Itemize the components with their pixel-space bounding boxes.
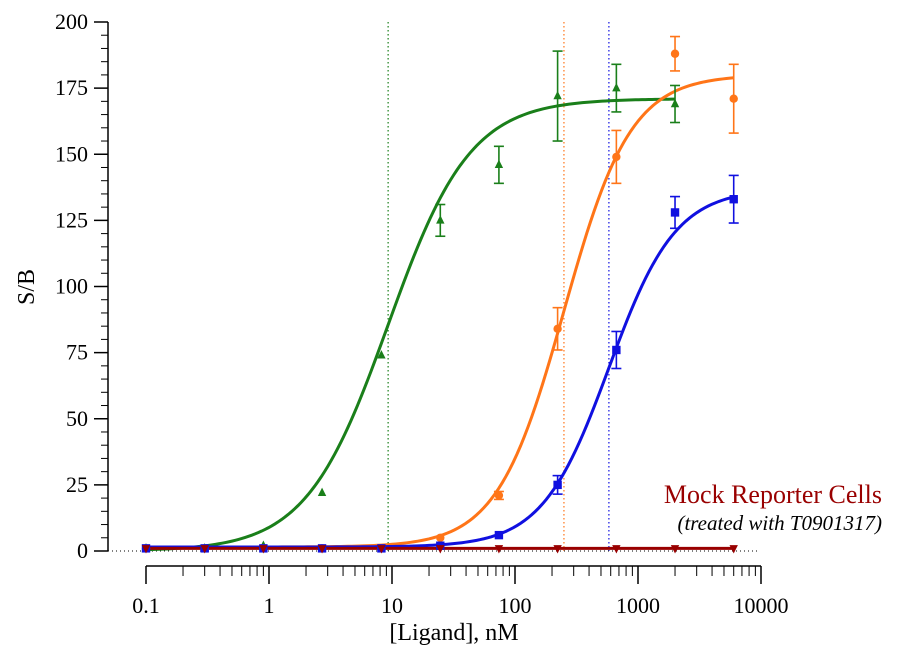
ec50-reference-lines <box>387 22 610 551</box>
data-point <box>670 98 680 108</box>
y-tick-label: 50 <box>66 406 88 431</box>
data-point <box>317 545 327 554</box>
x-axis-title: [Ligand], nM <box>389 620 518 646</box>
y-tick-label: 0 <box>77 538 88 563</box>
x-tick-label: 1 <box>264 593 275 618</box>
x-ticks: 0.1 1 10 100 1000 10000 <box>132 566 789 618</box>
x-tick-label: 0.1 <box>132 593 160 618</box>
data-point <box>259 545 268 554</box>
y-tick-label: 150 <box>55 141 88 166</box>
y-axis-title: S/B <box>14 269 40 305</box>
data-point <box>377 350 386 359</box>
y-tick-label: 75 <box>66 340 88 365</box>
data-point <box>436 215 445 224</box>
fit-curves <box>145 76 735 552</box>
data-point <box>612 152 621 162</box>
data-point <box>436 533 445 542</box>
x-tick-label: 10 <box>381 593 403 618</box>
error-bars <box>435 35 739 501</box>
data-point <box>553 545 562 554</box>
data-point <box>200 545 209 554</box>
data-point <box>729 195 738 204</box>
data-point <box>670 49 680 58</box>
y-tick-label: 175 <box>55 75 88 100</box>
data-point <box>729 545 738 554</box>
data-point <box>494 530 504 540</box>
data-point <box>436 545 445 554</box>
data-point <box>553 324 562 334</box>
fit-curve <box>146 195 735 549</box>
x-tick-label: 1000 <box>616 593 660 618</box>
data-point <box>612 545 621 554</box>
mock-annotation-title: Mock Reporter Cells <box>664 480 882 509</box>
data-points <box>141 49 738 554</box>
data-point <box>612 82 621 92</box>
y-ticks: 0 25 50 75 100 125 150 175 200 <box>55 9 108 563</box>
mock-annotation-subtitle: (treated with T0901317) <box>677 511 882 535</box>
data-point <box>670 545 680 554</box>
y-tick-label: 200 <box>55 9 88 34</box>
data-point <box>317 487 327 497</box>
data-point <box>729 94 738 103</box>
data-point <box>553 480 562 490</box>
axes: 0 25 50 75 100 125 150 175 200 0.1 1 10 100 1000 1000… <box>55 9 789 618</box>
x-tick-label: 10000 <box>734 593 789 618</box>
y-tick-label: 100 <box>55 274 88 299</box>
data-point <box>377 545 386 554</box>
fit-curve <box>145 97 676 552</box>
fit-curve <box>146 76 734 549</box>
data-point <box>494 545 504 554</box>
data-point <box>494 159 504 169</box>
x-tick-label: 100 <box>499 593 532 618</box>
data-point <box>141 545 151 554</box>
data-point <box>553 90 562 100</box>
data-point <box>612 345 621 355</box>
y-tick-label: 25 <box>66 472 88 497</box>
data-point <box>494 491 504 500</box>
y-tick-label: 125 <box>55 207 88 232</box>
data-point <box>670 208 680 217</box>
